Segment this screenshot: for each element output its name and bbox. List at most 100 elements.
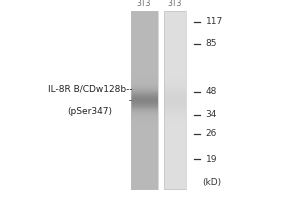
Bar bbox=[130, 14, 158, 15]
Bar bbox=[130, 181, 158, 182]
Bar bbox=[164, 134, 186, 136]
Bar bbox=[130, 25, 158, 26]
Bar bbox=[164, 61, 186, 62]
Bar bbox=[130, 58, 158, 59]
Bar bbox=[164, 79, 186, 80]
Bar bbox=[130, 11, 158, 12]
Bar bbox=[164, 171, 186, 172]
Bar bbox=[164, 45, 186, 47]
Bar bbox=[164, 37, 186, 38]
Bar bbox=[130, 149, 158, 150]
Bar bbox=[164, 41, 186, 42]
Bar bbox=[130, 20, 158, 22]
Bar bbox=[130, 15, 158, 16]
Text: 48: 48 bbox=[206, 88, 217, 97]
Bar bbox=[164, 88, 186, 89]
Bar bbox=[164, 116, 186, 117]
Bar bbox=[164, 11, 186, 12]
Bar bbox=[164, 147, 186, 149]
Bar bbox=[164, 99, 186, 100]
Bar bbox=[164, 148, 186, 149]
Bar bbox=[164, 42, 186, 43]
Bar bbox=[164, 152, 186, 153]
Bar bbox=[164, 47, 186, 48]
Bar bbox=[130, 171, 158, 172]
Bar bbox=[164, 110, 186, 111]
Bar bbox=[130, 33, 158, 34]
Bar bbox=[164, 135, 186, 136]
Bar bbox=[130, 89, 158, 90]
Bar bbox=[164, 22, 186, 23]
Bar bbox=[164, 21, 186, 22]
Bar bbox=[130, 184, 158, 185]
Bar bbox=[130, 59, 158, 60]
Bar bbox=[130, 103, 158, 104]
Bar bbox=[164, 80, 186, 81]
Bar bbox=[164, 63, 186, 64]
Bar bbox=[130, 117, 158, 118]
Bar bbox=[130, 51, 158, 52]
Bar bbox=[130, 121, 158, 122]
Bar bbox=[130, 182, 158, 183]
Bar bbox=[130, 161, 158, 162]
Bar bbox=[130, 77, 158, 78]
Bar bbox=[130, 52, 158, 53]
Bar bbox=[130, 96, 158, 97]
Bar bbox=[164, 82, 186, 83]
Bar bbox=[164, 44, 186, 45]
Bar bbox=[130, 48, 158, 49]
Bar bbox=[164, 88, 186, 89]
Bar bbox=[164, 69, 186, 70]
Text: 3T3: 3T3 bbox=[168, 0, 182, 8]
Bar bbox=[164, 89, 186, 90]
Bar bbox=[164, 137, 186, 138]
Bar bbox=[164, 31, 186, 32]
Bar bbox=[130, 70, 158, 71]
Bar bbox=[130, 45, 158, 46]
Bar bbox=[130, 111, 158, 112]
Bar bbox=[164, 74, 186, 76]
Bar bbox=[130, 13, 158, 14]
Bar bbox=[164, 64, 186, 65]
Bar bbox=[130, 112, 158, 113]
Bar bbox=[130, 187, 158, 188]
Bar bbox=[164, 78, 186, 79]
Bar bbox=[164, 127, 186, 128]
Bar bbox=[164, 39, 186, 41]
Bar bbox=[130, 20, 158, 21]
Bar bbox=[130, 187, 158, 188]
Bar bbox=[130, 80, 158, 82]
Bar bbox=[130, 55, 158, 56]
Bar bbox=[130, 26, 158, 28]
Bar bbox=[130, 53, 158, 54]
Bar bbox=[130, 113, 158, 114]
Bar bbox=[164, 82, 186, 83]
Bar bbox=[164, 96, 186, 97]
Bar bbox=[130, 120, 158, 121]
Bar bbox=[164, 106, 186, 107]
Bar bbox=[164, 85, 186, 86]
Bar bbox=[164, 108, 186, 109]
Bar bbox=[130, 53, 158, 54]
Bar bbox=[164, 124, 186, 125]
Bar bbox=[130, 29, 158, 30]
Bar bbox=[164, 133, 186, 134]
Bar bbox=[164, 165, 186, 166]
Bar bbox=[130, 102, 158, 103]
Bar bbox=[164, 84, 186, 85]
Bar bbox=[130, 132, 158, 133]
Bar bbox=[164, 66, 186, 67]
Bar bbox=[130, 85, 158, 86]
Bar bbox=[164, 54, 186, 55]
Bar bbox=[130, 18, 158, 19]
Bar bbox=[164, 77, 186, 79]
Text: 85: 85 bbox=[206, 40, 217, 48]
Bar bbox=[130, 15, 158, 16]
Bar bbox=[130, 23, 158, 24]
Bar bbox=[164, 107, 186, 108]
Bar bbox=[130, 163, 158, 165]
Bar bbox=[130, 62, 158, 63]
Bar bbox=[164, 93, 186, 95]
Bar bbox=[164, 111, 186, 112]
Bar bbox=[130, 139, 158, 140]
